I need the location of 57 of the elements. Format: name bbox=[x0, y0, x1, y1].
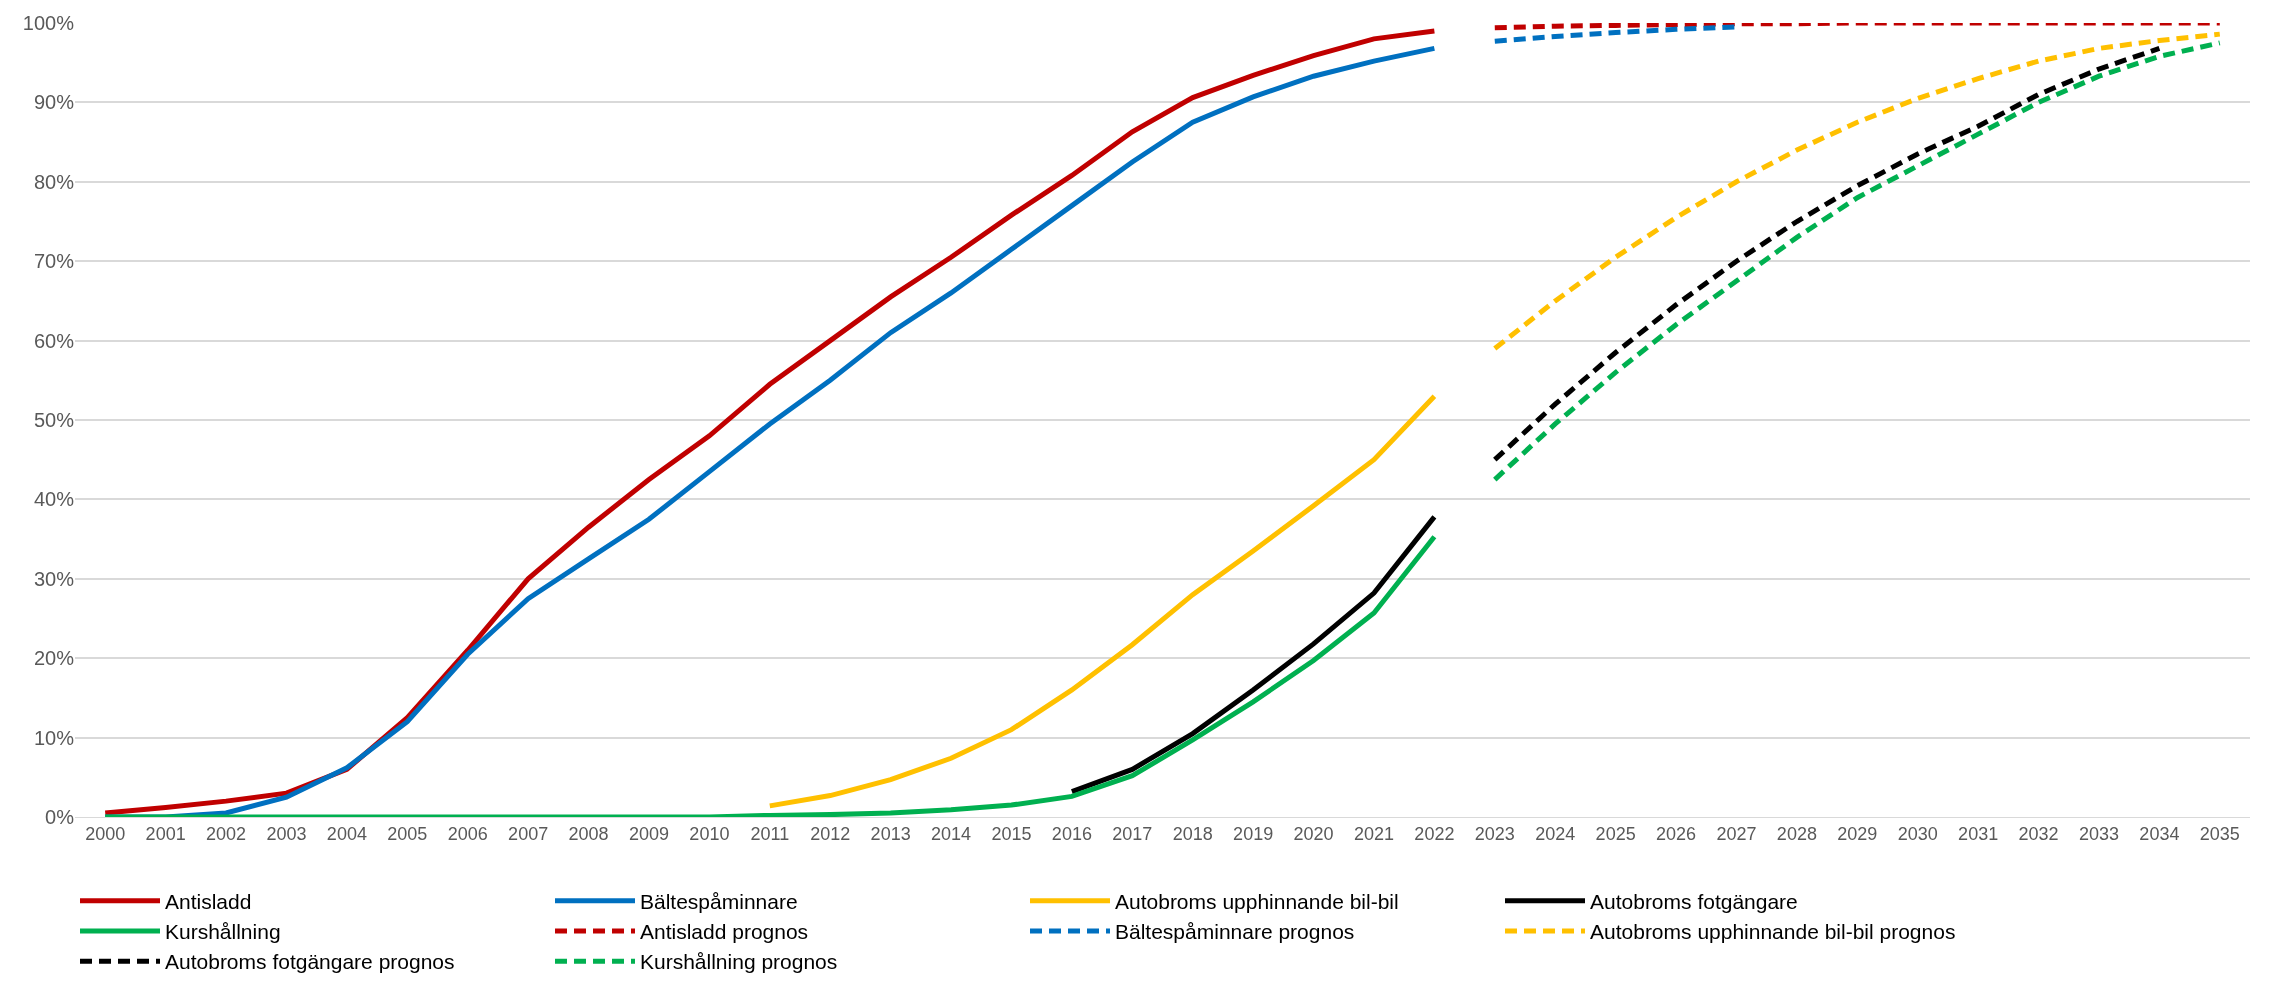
x-tick-label: 2012 bbox=[810, 823, 851, 844]
x-tick-label: 2008 bbox=[568, 823, 609, 844]
x-tick-label: 2011 bbox=[750, 823, 790, 844]
x-tick-label: 2033 bbox=[2078, 823, 2119, 844]
x-tick-label: 2016 bbox=[1051, 823, 1092, 844]
x-tick-label: 2021 bbox=[1353, 823, 1394, 844]
x-tick-label: 2005 bbox=[387, 823, 428, 844]
x-tick-label: 2030 bbox=[1897, 823, 1938, 844]
y-tick-label: 80% bbox=[33, 170, 75, 193]
x-tick-label: 2035 bbox=[2199, 823, 2240, 844]
x-tick-label: 2022 bbox=[1414, 823, 1455, 844]
x-tick-label: 2000 bbox=[85, 823, 126, 844]
x-tick-label: 2013 bbox=[870, 823, 911, 844]
x-tick-label: 2009 bbox=[628, 823, 669, 844]
y-tick-label: 50% bbox=[33, 409, 75, 431]
y-tick-label: 10% bbox=[33, 726, 75, 749]
x-tick-label: 2032 bbox=[2018, 823, 2059, 844]
legend-label: Bältespåminnare prognos bbox=[1115, 920, 1355, 944]
x-tick-label: 2024 bbox=[1535, 823, 1576, 844]
x-tick-label: 2002 bbox=[206, 823, 247, 844]
x-tick-label: 2018 bbox=[1172, 823, 1213, 844]
legend-label: Autobroms upphinnande bil-bil prognos bbox=[1590, 920, 1956, 944]
x-tick-label: 2004 bbox=[326, 823, 367, 844]
legend-label: Autobroms upphinnande bil-bil bbox=[1115, 889, 1399, 913]
x-tick-label: 2023 bbox=[1474, 823, 1515, 844]
y-tick-label: 40% bbox=[33, 488, 75, 511]
legend-label: Autobroms fotgängare prognos bbox=[165, 950, 455, 974]
x-tick-label: 2010 bbox=[689, 823, 730, 844]
x-tick-label: 2001 bbox=[145, 823, 186, 844]
legend-label: Antisladd prognos bbox=[640, 920, 809, 944]
x-tick-label: 2007 bbox=[508, 823, 549, 844]
x-tick-label: 2027 bbox=[1716, 823, 1757, 844]
legend-label: Antisladd bbox=[165, 889, 252, 913]
x-tick-label: 2017 bbox=[1112, 823, 1153, 844]
x-tick-label: 2019 bbox=[1233, 823, 1274, 844]
x-tick-label: 2003 bbox=[266, 823, 307, 844]
y-tick-label: 100% bbox=[22, 12, 75, 34]
legend-label: Kurshållning bbox=[165, 920, 281, 944]
x-tick-label: 2029 bbox=[1837, 823, 1878, 844]
x-tick-label: 2014 bbox=[931, 823, 972, 844]
y-tick-label: 0% bbox=[45, 806, 75, 828]
y-tick-label: 90% bbox=[33, 91, 75, 114]
x-tick-label: 2015 bbox=[991, 823, 1032, 844]
y-tick-label: 20% bbox=[33, 647, 75, 670]
legend-label: Bältespåminnare bbox=[640, 889, 798, 913]
y-tick-label: 70% bbox=[33, 250, 75, 273]
x-tick-label: 2006 bbox=[447, 823, 488, 844]
legend-label: Autobroms fotgängare bbox=[1590, 889, 1798, 913]
x-tick-label: 2020 bbox=[1293, 823, 1334, 844]
y-tick-label: 30% bbox=[33, 567, 75, 590]
x-tick-label: 2034 bbox=[2139, 823, 2180, 844]
x-tick-label: 2028 bbox=[1776, 823, 1817, 844]
x-tick-label: 2025 bbox=[1595, 823, 1636, 844]
x-tick-label: 2031 bbox=[1958, 823, 1999, 844]
x-tick-label: 2026 bbox=[1656, 823, 1697, 844]
y-tick-label: 60% bbox=[33, 329, 75, 352]
legend-label: Kurshållning prognos bbox=[640, 950, 838, 974]
